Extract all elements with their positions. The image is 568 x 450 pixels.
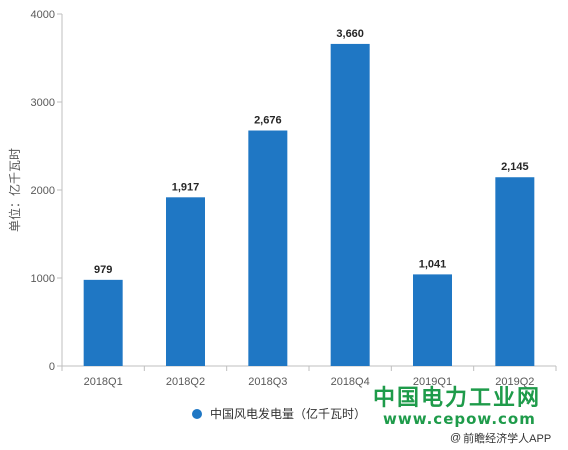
- at-icon: @: [450, 432, 462, 444]
- bar: [495, 177, 535, 366]
- x-tick-label: 2019Q2: [495, 376, 534, 388]
- chart-labels: 979 2018Q1 1,917 2018Q2 2,676 2018Q3 3,660 2018…: [84, 28, 535, 388]
- chart-axes: 0 1000 2000 3000 4000: [31, 9, 557, 373]
- data-label: 1,917: [172, 181, 200, 193]
- y-tick-label: 4000: [31, 9, 55, 21]
- bar: [413, 274, 452, 366]
- x-tick-label: 2018Q4: [331, 376, 370, 388]
- chart-bars: [83, 43, 535, 367]
- x-tick-label: 2018Q3: [248, 376, 287, 388]
- chart-legend: 中国风电发电量（亿千瓦时）: [192, 405, 366, 422]
- data-label: 2,145: [501, 161, 529, 173]
- watermark-site-name: 中国电力工业网: [373, 386, 542, 411]
- bar: [248, 130, 288, 366]
- y-tick-label: 1000: [31, 273, 55, 285]
- y-axis-label: 单位：亿千瓦时: [7, 148, 22, 232]
- y-tick-label: 2000: [31, 185, 55, 197]
- data-label: 2,676: [254, 115, 282, 127]
- source-credit: @ 前瞻经济学人APP: [450, 430, 551, 446]
- x-tick-label: 2019Q1: [413, 376, 452, 388]
- watermark-site-url: www.cepow.com: [383, 410, 536, 428]
- bar: [330, 43, 370, 367]
- y-tick-label: 3000: [31, 97, 55, 109]
- x-tick-label: 2018Q2: [166, 376, 205, 388]
- data-label: 1,041: [419, 258, 447, 270]
- x-tick-label: 2018Q1: [84, 376, 123, 388]
- credit-text: 前瞻经济学人APP: [463, 433, 552, 445]
- bar: [166, 197, 205, 366]
- data-label: 3,660: [336, 28, 364, 40]
- legend-marker: [192, 408, 202, 419]
- bar: [83, 279, 123, 366]
- y-tick-label: 0: [49, 361, 55, 373]
- data-label: 979: [94, 264, 112, 276]
- legend-series-label: 中国风电发电量（亿千瓦时）: [210, 407, 367, 421]
